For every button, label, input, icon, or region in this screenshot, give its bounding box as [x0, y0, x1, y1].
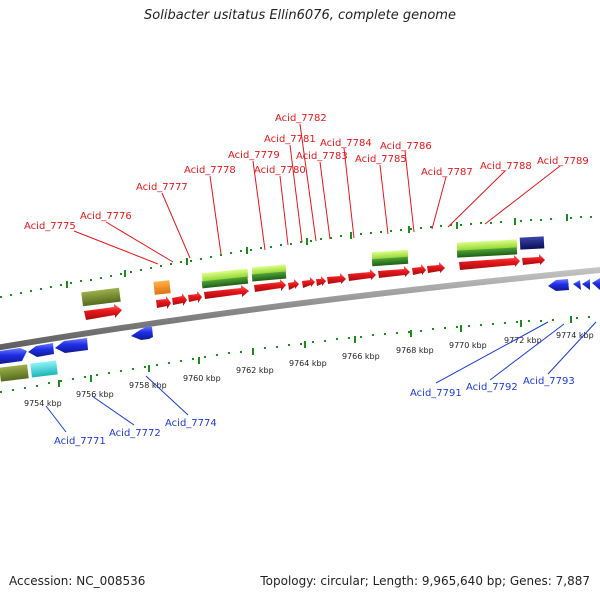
kbp-label: 9768 kbp: [396, 346, 434, 355]
gene-label[interactable]: Acid_7775: [24, 221, 76, 232]
gene-label[interactable]: Acid_7788: [480, 161, 532, 172]
forward-gene-track: [84, 254, 545, 320]
gene-label[interactable]: Acid_7777: [136, 182, 188, 193]
gene-label[interactable]: Acid_7792: [466, 382, 518, 393]
forward-gene[interactable]: [427, 262, 445, 273]
outer-tick-ring: [0, 214, 592, 298]
forward-gene[interactable]: [288, 279, 299, 290]
reverse-gene-labels: Acid_7771 Acid_7772 Acid_7774 Acid_7791 …: [54, 376, 575, 447]
reverse-gene[interactable]: [592, 278, 600, 290]
dark-green-feature[interactable]: [456, 247, 518, 258]
feature-track-outer: [81, 236, 545, 307]
forward-gene[interactable]: [172, 293, 187, 306]
olive-feature[interactable]: [0, 364, 29, 382]
orange-feature[interactable]: [153, 280, 171, 295]
forward-leader-lines: [73, 123, 561, 265]
reverse-gene[interactable]: [28, 343, 54, 357]
forward-gene[interactable]: [188, 291, 202, 303]
gene-label[interactable]: Acid_7784: [320, 138, 372, 149]
forward-gene[interactable]: [522, 254, 545, 265]
kbp-label: 9774 kbp: [556, 331, 594, 340]
reverse-gene[interactable]: [582, 279, 590, 290]
kbp-label: 9760 kbp: [183, 374, 221, 383]
gene-label[interactable]: Acid_7791: [410, 388, 462, 399]
navy-feature[interactable]: [519, 236, 545, 250]
gene-label[interactable]: Acid_7781: [264, 134, 316, 145]
reverse-gene[interactable]: [55, 338, 88, 353]
kbp-label: 9758 kbp: [129, 381, 167, 390]
map-title: Solibacter usitatus Ellin6076, complete …: [144, 8, 456, 23]
forward-gene[interactable]: [412, 264, 426, 275]
kbp-label: 9754 kbp: [24, 399, 62, 408]
gene-label[interactable]: Acid_7772: [109, 428, 161, 439]
gene-label[interactable]: Acid_7779: [228, 150, 280, 161]
forward-gene[interactable]: [156, 296, 171, 309]
dark-green-feature[interactable]: [201, 276, 249, 289]
gene-label[interactable]: Acid_7785: [355, 154, 407, 165]
dark-green-feature[interactable]: [251, 271, 287, 282]
reverse-gene[interactable]: [0, 348, 27, 364]
kbp-label: 9764 kbp: [289, 359, 327, 368]
gene-label[interactable]: Acid_7793: [523, 376, 575, 387]
feature-track-inner: [0, 360, 58, 382]
forward-gene[interactable]: [459, 255, 520, 270]
inner-tick-ring: [0, 316, 590, 393]
forward-gene[interactable]: [254, 279, 286, 292]
gene-label[interactable]: Acid_7776: [80, 211, 132, 222]
reverse-gene-track: [0, 278, 600, 364]
gene-label[interactable]: Acid_7771: [54, 436, 106, 447]
reverse-gene[interactable]: [573, 280, 581, 290]
reverse-leader-lines: [45, 321, 597, 433]
dark-green-feature[interactable]: [371, 256, 409, 267]
accession-text: Accession: NC_008536: [9, 574, 146, 588]
forward-gene[interactable]: [316, 276, 326, 286]
gene-label[interactable]: Acid_7780: [254, 165, 306, 176]
reverse-gene[interactable]: [548, 279, 569, 291]
kbp-label: 9770 kbp: [449, 341, 487, 350]
gene-label[interactable]: Acid_7786: [380, 141, 432, 152]
forward-gene[interactable]: [327, 273, 346, 284]
kbp-label: 9762 kbp: [236, 366, 274, 375]
kbp-axis-labels: 9754 kbp 9756 kbp 9758 kbp 9760 kbp 9762…: [24, 331, 594, 408]
gene-label[interactable]: Acid_7783: [296, 151, 348, 162]
gene-label[interactable]: Acid_7789: [537, 156, 589, 167]
gene-label[interactable]: Acid_7774: [165, 418, 217, 429]
kbp-label: 9772 kbp: [504, 336, 542, 345]
gene-label[interactable]: Acid_7787: [421, 167, 473, 178]
reverse-gene[interactable]: [131, 326, 153, 340]
topology-text: Topology: circular; Length: 9,965,640 bp…: [260, 574, 590, 588]
gene-label[interactable]: Acid_7782: [275, 113, 327, 124]
forward-gene-labels: Acid_7775 Acid_7776 Acid_7777 Acid_7778 …: [24, 113, 589, 232]
genome-backbone: [0, 266, 600, 351]
forward-gene[interactable]: [348, 269, 376, 281]
forward-gene[interactable]: [302, 277, 315, 288]
gene-label[interactable]: Acid_7778: [184, 165, 236, 176]
forward-gene[interactable]: [378, 266, 410, 278]
kbp-label: 9756 kbp: [76, 390, 114, 399]
forward-gene[interactable]: [84, 304, 122, 320]
cyan-feature[interactable]: [30, 360, 58, 378]
light-green-feature[interactable]: [201, 268, 249, 283]
forward-gene[interactable]: [204, 285, 249, 299]
olive-feature[interactable]: [81, 287, 121, 307]
kbp-label: 9766 kbp: [342, 352, 380, 361]
